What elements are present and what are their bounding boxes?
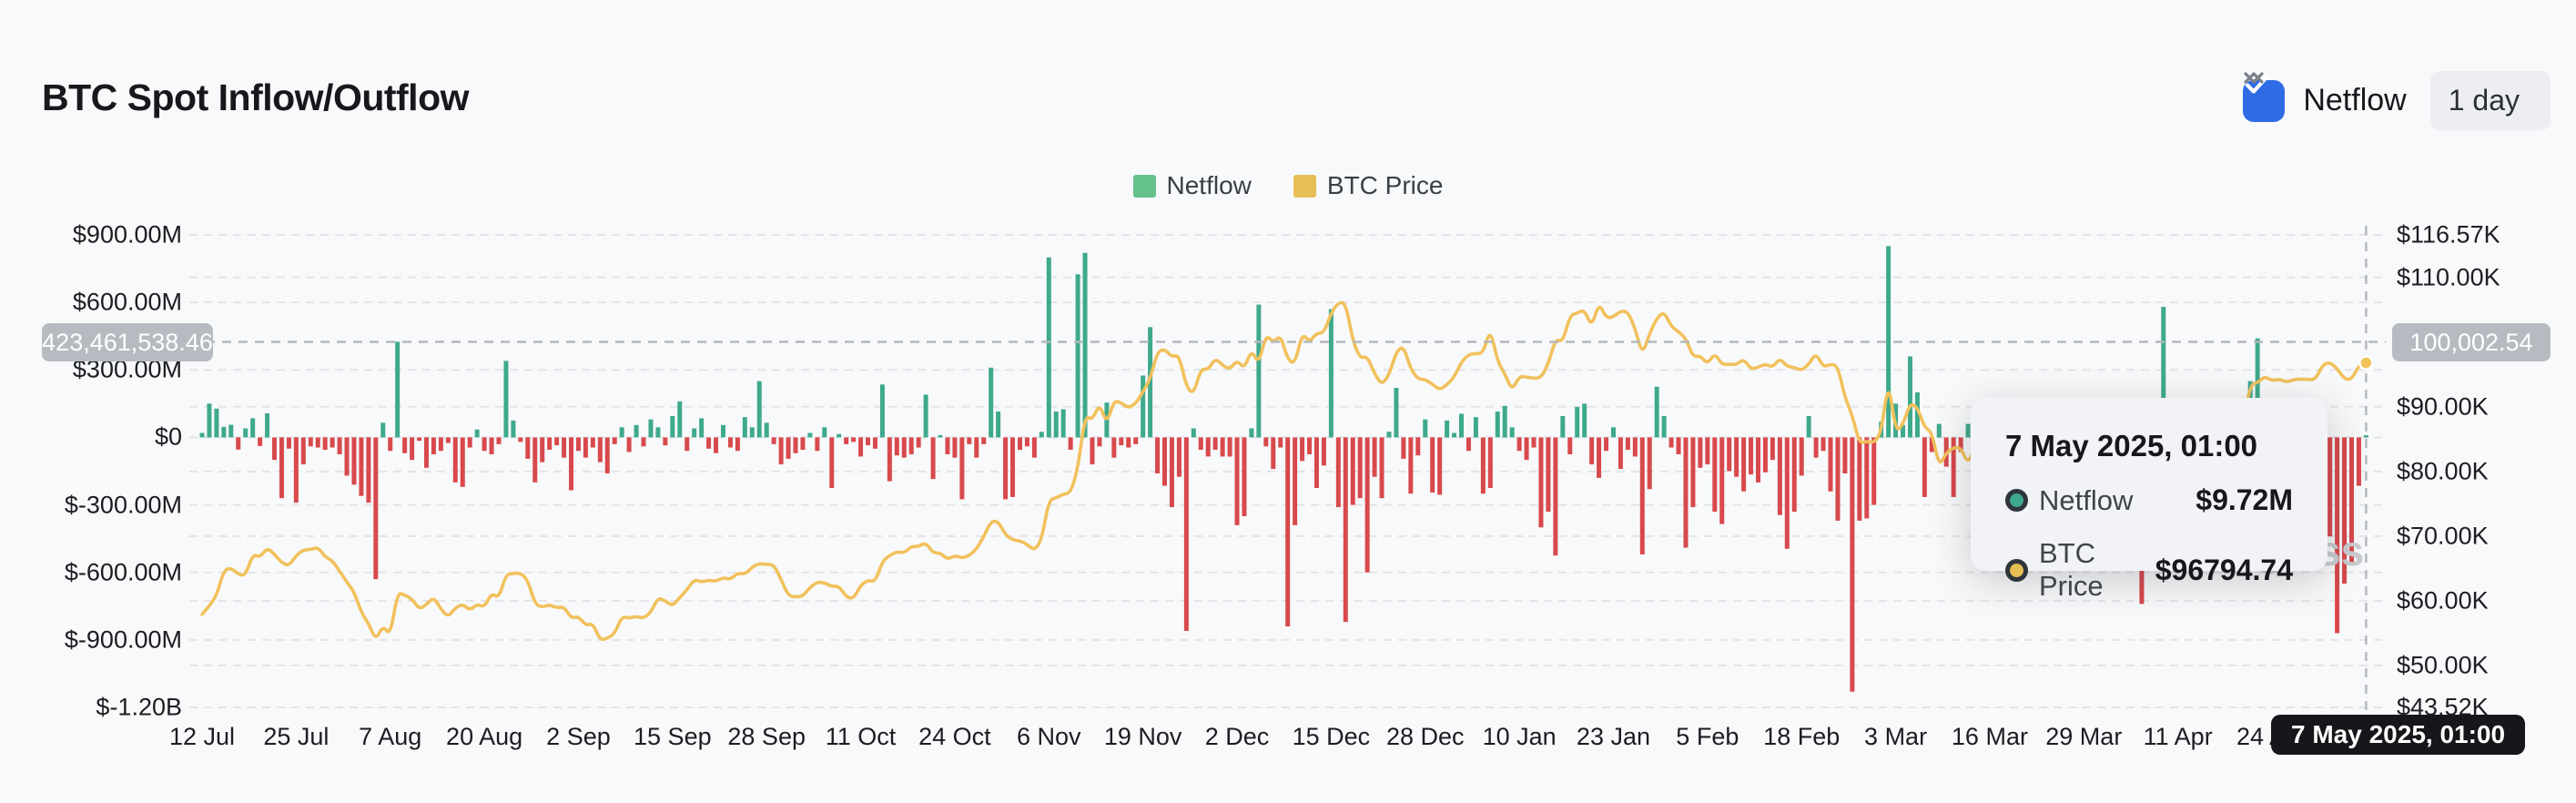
tooltip-netflow-label: Netflow	[2039, 483, 2134, 516]
btc-price-marker-icon	[2005, 558, 2028, 582]
legend-btc-price-label: BTC Price	[1326, 171, 1444, 199]
tooltip-date: 7 May 2025, 01:00	[2005, 429, 2258, 462]
netflow-marker-icon	[2005, 489, 2028, 512]
crosshair-right-value-badge: 100,002.54	[2392, 323, 2551, 361]
tooltip-netflow-value: $9.72M	[2196, 483, 2293, 516]
tooltip-btc-price-value: $96794.74	[2155, 553, 2293, 586]
netflow-checkbox[interactable]	[2243, 76, 2286, 122]
btc-price-swatch	[1293, 174, 1316, 198]
tooltip-row-netflow: Netflow $9.72M	[2005, 483, 2293, 517]
interval-selector-value: 1 day	[2448, 84, 2520, 117]
chart-legend: Netflow BTC Price	[0, 171, 2576, 200]
crosshair-left-value-badge: 423,461,538.46	[42, 323, 213, 361]
legend-item-btc-price[interactable]: BTC Price	[1293, 171, 1444, 200]
page-title: BTC Spot Inflow/Outflow	[42, 76, 470, 118]
legend-netflow-label: Netflow	[1166, 171, 1252, 199]
price-end-dot	[2358, 355, 2374, 371]
crosshair-date-badge: 7 May 2025, 01:00	[2271, 715, 2526, 755]
header-controls: Netflow 1 day	[2243, 71, 2551, 130]
tooltip-row-btc-price: BTC Price $96794.74	[2005, 537, 2293, 603]
chart-tooltip: 7 May 2025, 01:00 Netflow $9.72M BTC Pri…	[1971, 398, 2328, 602]
netflow-checkbox-label: Netflow	[2303, 83, 2407, 117]
interval-selector[interactable]: 1 day	[2244, 71, 2551, 130]
netflow-swatch	[1132, 174, 1156, 198]
legend-item-netflow[interactable]: Netflow	[1132, 171, 1252, 200]
tooltip-btc-price-label: BTC Price	[2039, 537, 2104, 602]
